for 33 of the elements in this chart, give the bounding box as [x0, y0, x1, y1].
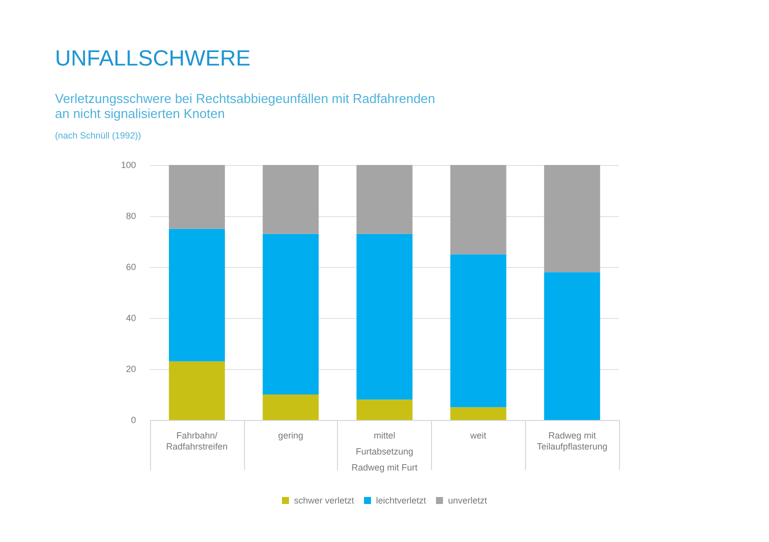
- bar: [262, 394, 319, 420]
- bar: [544, 272, 600, 420]
- bar: [544, 165, 600, 272]
- x-tick-label: Fahrbahn/ Radfahrstreifen: [166, 430, 228, 452]
- x-tick-label: mittel: [374, 430, 396, 440]
- text: (nach Schnüll (1992)): [55, 130, 142, 140]
- bar: [450, 165, 506, 254]
- y-tick-label: 40: [126, 313, 136, 323]
- y-tick-label: 20: [126, 364, 136, 374]
- bar: [356, 400, 412, 420]
- legend-label: unverletzt: [448, 496, 488, 506]
- bar: [262, 234, 319, 394]
- bar: [262, 165, 319, 234]
- bar: [450, 254, 506, 408]
- bar: [356, 165, 412, 234]
- legend-label: leichtverletzt: [376, 496, 427, 506]
- bar: [168, 165, 225, 229]
- y-tick-label: 60: [126, 262, 136, 272]
- x-tick-label: weit: [469, 430, 487, 440]
- x-tick-label: gering: [278, 430, 304, 440]
- legend-label: schwer verletzt: [294, 496, 354, 506]
- y-tick-label: 100: [120, 160, 136, 170]
- x-tick-label: Radweg mit Teilaufpflasterung: [536, 430, 608, 452]
- text: Furtabsetzung: [356, 446, 414, 456]
- chart-subtitle: Verletzungsschwere bei Rechtsabbiegeunfällen mit Radfahrenden an nicht signalisierten Knoten: [55, 91, 436, 121]
- y-tick-label: 80: [126, 211, 136, 221]
- chart-title: UNFALLSCHWERE: [55, 46, 251, 70]
- y-tick-label: 0: [130, 415, 136, 425]
- bar: [168, 361, 225, 420]
- bar: [356, 234, 412, 400]
- bar: [168, 228, 225, 362]
- bar: [450, 407, 506, 420]
- text: Radweg mit Furt: [351, 462, 418, 472]
